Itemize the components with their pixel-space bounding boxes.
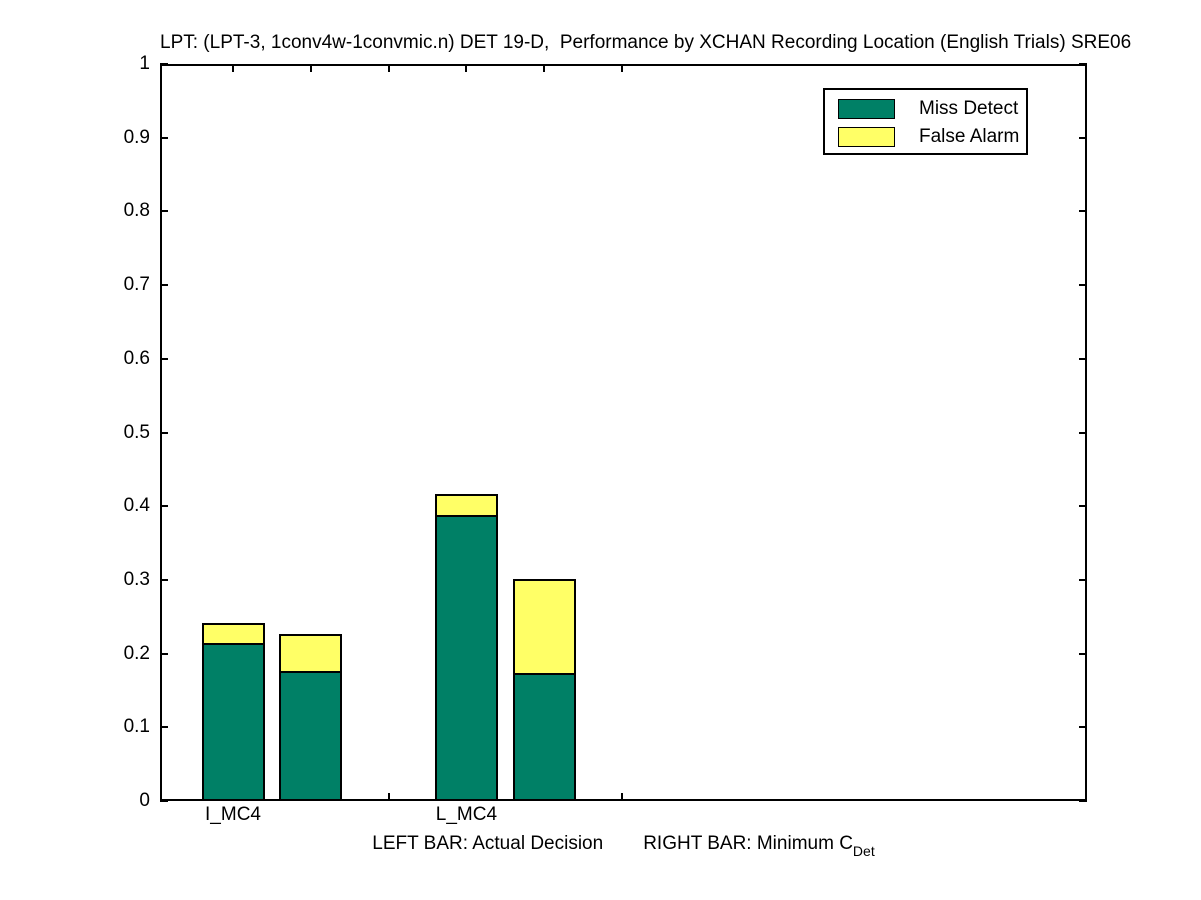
legend-label-false-alarm: False Alarm xyxy=(919,126,1020,147)
x-axis-tick-top xyxy=(309,64,312,72)
y-axis-tick-right xyxy=(1079,284,1087,287)
bar-L_MC4-actual-decision xyxy=(434,494,498,801)
y-axis-tick-label: 1 xyxy=(139,53,150,74)
y-axis-tick-right xyxy=(1079,431,1087,434)
y-axis-tick-label: 0.3 xyxy=(123,568,150,590)
x-axis-category-label: I_MC4 xyxy=(205,804,261,825)
bar-L_MC4-minimum-cdet xyxy=(512,579,576,801)
right-bar-note-text: RIGHT BAR: Minimum C xyxy=(643,833,853,854)
y-axis-tick-right xyxy=(1079,652,1087,655)
y-axis-tick xyxy=(160,578,168,581)
y-axis-tick-label: 0.9 xyxy=(123,126,150,148)
y-axis-tick-right xyxy=(1079,63,1087,65)
left-bar-note: LEFT BAR: Actual Decision xyxy=(372,833,604,854)
y-axis-tick xyxy=(160,800,168,802)
y-axis-tick-label: 0.5 xyxy=(123,421,150,443)
y-axis-tick-label: 0.6 xyxy=(123,347,150,369)
y-axis-tick xyxy=(160,63,168,65)
right-bar-note: RIGHT BAR: Minimum CDet xyxy=(643,832,875,859)
y-axis-tick-label: 0.8 xyxy=(123,200,150,222)
bar-I_MC4-minimum-cdet xyxy=(279,634,343,801)
legend: Miss Detect False Alarm xyxy=(823,88,1028,155)
y-axis-tick-right xyxy=(1079,505,1087,508)
legend-entry-false-alarm: False Alarm xyxy=(838,123,1026,151)
y-axis-tick-right xyxy=(1079,578,1087,581)
y-axis-tick-label: 0 xyxy=(139,790,150,811)
legend-entry-miss-detect: Miss Detect xyxy=(838,95,1026,123)
x-axis-note: LEFT BAR: Actual Decision RIGHT BAR: Min… xyxy=(160,832,1087,859)
x-axis-tick xyxy=(387,793,390,801)
y-axis-tick xyxy=(160,357,168,360)
y-axis-tick-label: 0.4 xyxy=(123,495,150,517)
y-axis-tick xyxy=(160,505,168,508)
x-axis-category-label: L_MC4 xyxy=(435,804,498,825)
y-axis-tick xyxy=(160,431,168,434)
false-alarm-segment xyxy=(514,581,574,676)
y-axis-tick-label: 0.2 xyxy=(123,642,150,664)
bar-I_MC4-actual-decision xyxy=(201,622,265,801)
false-alarm-swatch xyxy=(838,127,895,147)
x-axis-tick-top xyxy=(621,64,623,72)
y-axis-tick-right xyxy=(1079,726,1087,729)
y-axis-tick-label: 0.1 xyxy=(123,716,150,738)
cdet-subscript: Det xyxy=(852,843,875,859)
y-axis-tick xyxy=(160,136,168,139)
false-alarm-segment xyxy=(203,624,263,646)
y-axis-tick xyxy=(160,210,168,213)
y-axis-tick xyxy=(160,652,168,655)
false-alarm-segment xyxy=(436,496,496,518)
x-axis-tick-top xyxy=(465,64,468,72)
y-axis-tick-right xyxy=(1079,357,1087,360)
y-axis-tick xyxy=(160,726,168,729)
miss-detect-swatch xyxy=(838,99,895,119)
x-axis-tick xyxy=(621,793,623,801)
x-axis-tick-top xyxy=(387,64,390,72)
chart-title: LPT: (LPT-3, 1conv4w-1convmic.n) DET 19-… xyxy=(160,32,1132,53)
x-axis-tick-top xyxy=(232,64,234,72)
y-axis-tick-label: 0.7 xyxy=(123,274,150,296)
y-axis-tick-right xyxy=(1079,136,1087,139)
y-axis-tick-right xyxy=(1079,800,1087,802)
legend-label-miss-detect: Miss Detect xyxy=(919,98,1019,119)
y-axis-tick-right xyxy=(1079,210,1087,213)
y-axis-tick xyxy=(160,284,168,287)
x-axis-tick-top xyxy=(543,64,546,72)
false-alarm-segment xyxy=(281,636,341,674)
